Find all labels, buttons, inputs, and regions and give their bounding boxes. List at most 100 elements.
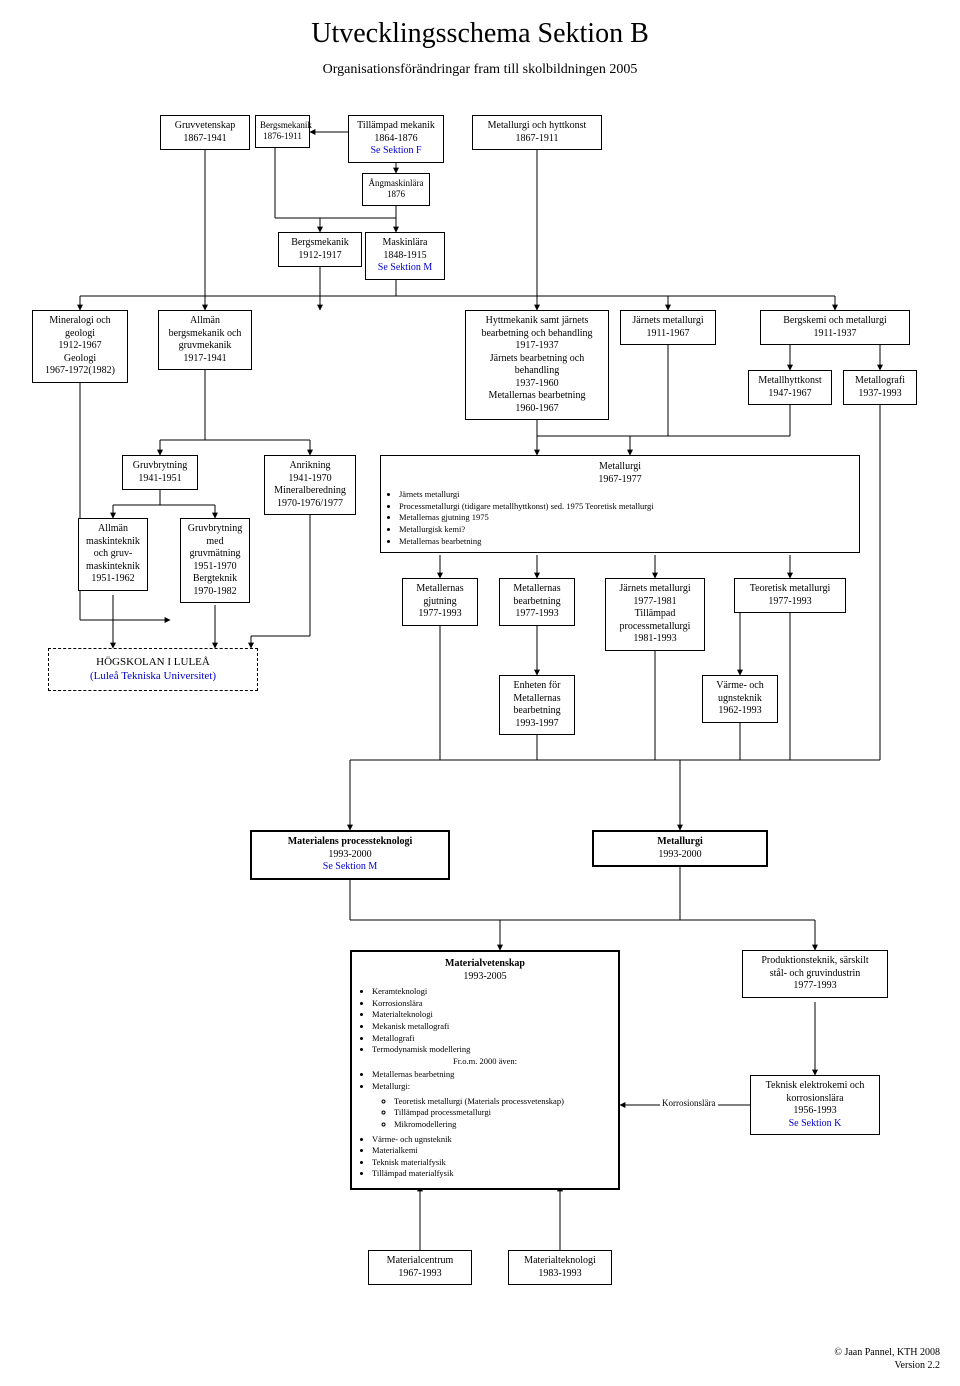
node-metallernas-gjutning: Metallernas gjutning 1977-1993 bbox=[402, 578, 478, 626]
text: 1993-2000 bbox=[658, 849, 701, 860]
text: 1993-2000 bbox=[328, 849, 371, 860]
node-metallurgi-1993: Metallurgi 1993-2000 bbox=[592, 830, 768, 867]
text: gjutning bbox=[423, 596, 456, 607]
text: gruvmekanik bbox=[179, 340, 232, 351]
link-text: Se Sektion F bbox=[370, 145, 421, 156]
text: Bergskemi och metallurgi bbox=[783, 315, 887, 326]
text: Bergsmekanik bbox=[260, 120, 312, 130]
text: Mineralogi och bbox=[49, 315, 110, 326]
text: gruvmätning bbox=[189, 548, 240, 559]
node-allman-maskinteknik: Allmän maskinteknik och gruv- maskintekn… bbox=[78, 518, 148, 591]
node-lulea: HÖGSKOLAN I LULEÅ (Luleå Tekniska Univer… bbox=[48, 648, 258, 691]
text: 1937-1993 bbox=[858, 388, 901, 399]
text: Metallhyttkonst bbox=[758, 375, 821, 386]
node-metallurgi-hyttkonst: Metallurgi och hyttkonst 1867-1911 bbox=[472, 115, 602, 150]
text: Bergsmekanik bbox=[291, 237, 349, 248]
page-subtitle: Organisationsförändringar fram till skol… bbox=[0, 50, 960, 78]
node-anrikning: Anrikning 1941-1970 Mineralberedning 197… bbox=[264, 455, 356, 515]
node-bergsmekanik-1876: Bergsmekanik 1876-1911 bbox=[255, 115, 310, 148]
node-produktionsteknik: Produktionsteknik, särskilt stål- och gr… bbox=[742, 950, 888, 998]
text: Metallurgi bbox=[599, 461, 641, 472]
text: 1977-1993 bbox=[768, 596, 811, 607]
node-gruvbrytning-1951: Gruvbrytning med gruvmätning 1951-1970 B… bbox=[180, 518, 250, 603]
link-text: Se Sektion M bbox=[378, 262, 432, 273]
bullet-list: Järnets metallurgiProcessmetallurgi (tid… bbox=[389, 486, 851, 546]
text: behandling bbox=[515, 365, 559, 376]
text: 1967-1993 bbox=[398, 1268, 441, 1279]
text: 1960-1967 bbox=[515, 403, 558, 414]
text: och gruv- bbox=[94, 548, 133, 559]
text: Teknisk elektrokemi och bbox=[766, 1080, 865, 1091]
text: Gruvvetenskap bbox=[175, 120, 236, 131]
node-bergsmekanik-1912: Bergsmekanik 1912-1917 bbox=[278, 232, 362, 267]
text: bearbetning bbox=[513, 596, 560, 607]
node-angmaskinlara: Ångmaskinlära 1876 bbox=[362, 173, 430, 206]
node-jarnmetallurgi-1977: Järnets metallurgi 1977-1981 Tillämpad p… bbox=[605, 578, 705, 651]
text: Materialens processteknologi bbox=[288, 836, 413, 847]
page-title: Utvecklingsschema Sektion B bbox=[0, 0, 960, 50]
link-text: Se Sektion K bbox=[789, 1118, 842, 1129]
node-materialens-processteknologi: Materialens processteknologi 1993-2000 S… bbox=[250, 830, 450, 880]
text: Anrikning bbox=[289, 460, 330, 471]
text: 1937-1960 bbox=[515, 378, 558, 389]
text: Järnets metallurgi bbox=[619, 583, 690, 594]
text: 1848-1915 bbox=[383, 250, 426, 261]
text: HÖGSKOLAN I LULEÅ bbox=[96, 656, 210, 668]
text: 1947-1967 bbox=[768, 388, 811, 399]
text: Mineralberedning bbox=[274, 485, 346, 496]
node-tillampad-mekanik: Tillämpad mekanik 1864-1876 Se Sektion F bbox=[348, 115, 444, 163]
text: maskinteknik bbox=[86, 536, 140, 547]
text: 1977-1993 bbox=[793, 980, 836, 991]
text: bearbetning och behandling bbox=[481, 328, 592, 339]
node-bergskemi: Bergskemi och metallurgi 1911-1937 bbox=[760, 310, 910, 345]
text: Fr.o.m. 2000 även: bbox=[362, 1056, 608, 1067]
text: 1911-1937 bbox=[814, 328, 857, 339]
text: Metallografi bbox=[855, 375, 905, 386]
text: Metallernas bbox=[513, 693, 560, 704]
text: Teoretisk metallurgi bbox=[750, 583, 830, 594]
text: 1983-1993 bbox=[538, 1268, 581, 1279]
node-teoretisk-metallurgi: Teoretisk metallurgi 1977-1993 bbox=[734, 578, 846, 613]
text: stål- och gruvindustrin bbox=[770, 968, 861, 979]
bullet-sublist: Teoretisk metallurgi (Materials processv… bbox=[362, 1093, 608, 1130]
text: 1912-1967 bbox=[58, 340, 101, 351]
text: 1941-1951 bbox=[138, 473, 181, 484]
text: 1876-1911 bbox=[263, 131, 302, 141]
text: geologi bbox=[65, 328, 95, 339]
text: 1967-1972(1982) bbox=[45, 365, 115, 376]
text: med bbox=[206, 536, 223, 547]
node-gruvvetenskap: Gruvvetenskap 1867-1941 bbox=[160, 115, 250, 150]
node-metallernas-bearbetning: Metallernas bearbetning 1977-1993 bbox=[499, 578, 575, 626]
node-materialteknologi: Materialteknologi 1983-1993 bbox=[508, 1250, 612, 1285]
text: Tillämpad bbox=[635, 608, 676, 619]
text: Hyttmekanik samt järnets bbox=[486, 315, 589, 326]
text: maskinteknik bbox=[86, 561, 140, 572]
text: 1981-1993 bbox=[633, 633, 676, 644]
text: 1977-1981 bbox=[633, 596, 676, 607]
edge-label-korrosionslara: Korrosionslära bbox=[660, 1098, 718, 1108]
node-hyttmekanik: Hyttmekanik samt järnets bearbetning och… bbox=[465, 310, 609, 420]
text: 1967-1977 bbox=[598, 474, 641, 485]
text: Allmän bbox=[190, 315, 220, 326]
text: Metallurgi och hyttkonst bbox=[488, 120, 587, 131]
text: Materialcentrum bbox=[387, 1255, 454, 1266]
node-allman-bergsmekanik: Allmän bergsmekanik och gruvmekanik 1917… bbox=[158, 310, 252, 370]
node-materialcentrum: Materialcentrum 1967-1993 bbox=[368, 1250, 472, 1285]
text: 1917-1937 bbox=[515, 340, 558, 351]
link-text: Se Sektion M bbox=[323, 861, 377, 872]
text: 1911-1967 bbox=[647, 328, 690, 339]
text: 1864-1876 bbox=[374, 133, 417, 144]
node-jarnmetallurgi: Järnets metallurgi 1911-1967 bbox=[620, 310, 716, 345]
node-mineralogi: Mineralogi och geologi 1912-1967 Geologi… bbox=[32, 310, 128, 383]
text: Metallurgi bbox=[657, 836, 703, 847]
text: (Luleå Tekniska Universitet) bbox=[90, 670, 216, 682]
text: Värme- och bbox=[716, 680, 763, 691]
text: ugnsteknik bbox=[718, 693, 762, 704]
text: Metallernas bbox=[416, 583, 463, 594]
text: Tillämpad mekanik bbox=[357, 120, 435, 131]
text: bergsmekanik och bbox=[169, 328, 242, 339]
text: 1993-2005 bbox=[463, 971, 506, 982]
text: Materialvetenskap bbox=[445, 958, 525, 969]
text: Ångmaskinlära bbox=[369, 178, 424, 188]
text: 1912-1917 bbox=[298, 250, 341, 261]
